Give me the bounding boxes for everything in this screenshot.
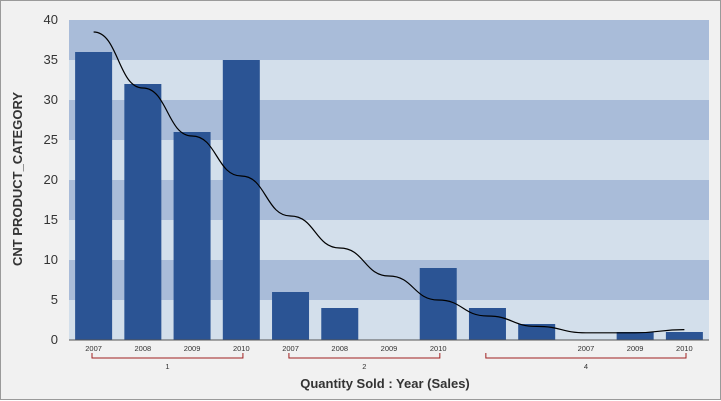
x-tick-label: 2007 [578, 344, 595, 353]
x-tick-label: 2010 [233, 344, 250, 353]
group-label: 1 [165, 362, 169, 371]
bar [173, 132, 211, 340]
x-tick-label: 2010 [676, 344, 693, 353]
x-axis-groups: 1 2 4 [91, 353, 687, 371]
x-tick-label: 2009 [184, 344, 201, 353]
y-tick-label: 10 [44, 252, 58, 267]
bar [518, 324, 556, 340]
y-tick-label: 30 [44, 92, 58, 107]
x-tick-label: 2009 [381, 344, 398, 353]
x-axis-ticks: 2007 2008 2009 2010 2007 2008 2009 2010 2007 2009… [85, 344, 692, 353]
y-axis-label: CNT PRODUCT_CATEGORY [10, 92, 25, 266]
bar [321, 308, 359, 340]
y-tick-label: 40 [44, 12, 58, 27]
y-tick-label: 20 [44, 172, 58, 187]
x-tick-label: 2010 [430, 344, 447, 353]
grid-band [69, 100, 709, 140]
group-label: 4 [584, 362, 588, 371]
y-tick-label: 5 [51, 292, 58, 307]
x-axis-label: Quantity Sold : Year (Sales) [300, 376, 470, 391]
y-axis-ticks: 0 5 10 15 20 25 30 35 40 [44, 12, 709, 347]
grid-bands [69, 20, 709, 340]
y-tick-label: 25 [44, 132, 58, 147]
bar [419, 268, 457, 340]
trendline-path [93, 31, 685, 334]
group-bracket [485, 353, 687, 359]
x-tick-label: 2008 [135, 344, 152, 353]
bar [616, 332, 654, 340]
trend-line [93, 31, 685, 334]
grid-band [69, 60, 709, 100]
grid-band [69, 140, 709, 180]
bar [124, 84, 162, 340]
x-tick-label: 2007 [85, 344, 102, 353]
bar [222, 60, 260, 340]
grid-band [69, 20, 709, 60]
y-tick-label: 15 [44, 212, 58, 227]
grid-band [69, 260, 709, 300]
group-bracket [91, 353, 244, 359]
x-tick-label: 2007 [282, 344, 299, 353]
x-tick-label: 2009 [627, 344, 644, 353]
bar [75, 52, 113, 340]
x-tick-label: 2008 [331, 344, 348, 353]
bar [468, 308, 506, 340]
bar [665, 332, 703, 340]
bar-series [75, 52, 703, 340]
y-tick-label: 35 [44, 52, 58, 67]
grid-band [69, 220, 709, 260]
y-tick-label: 0 [51, 332, 58, 347]
bar [272, 292, 310, 340]
group-bracket [288, 353, 441, 359]
group-label: 2 [362, 362, 366, 371]
grid-band [69, 180, 709, 220]
grid-band [69, 300, 709, 340]
